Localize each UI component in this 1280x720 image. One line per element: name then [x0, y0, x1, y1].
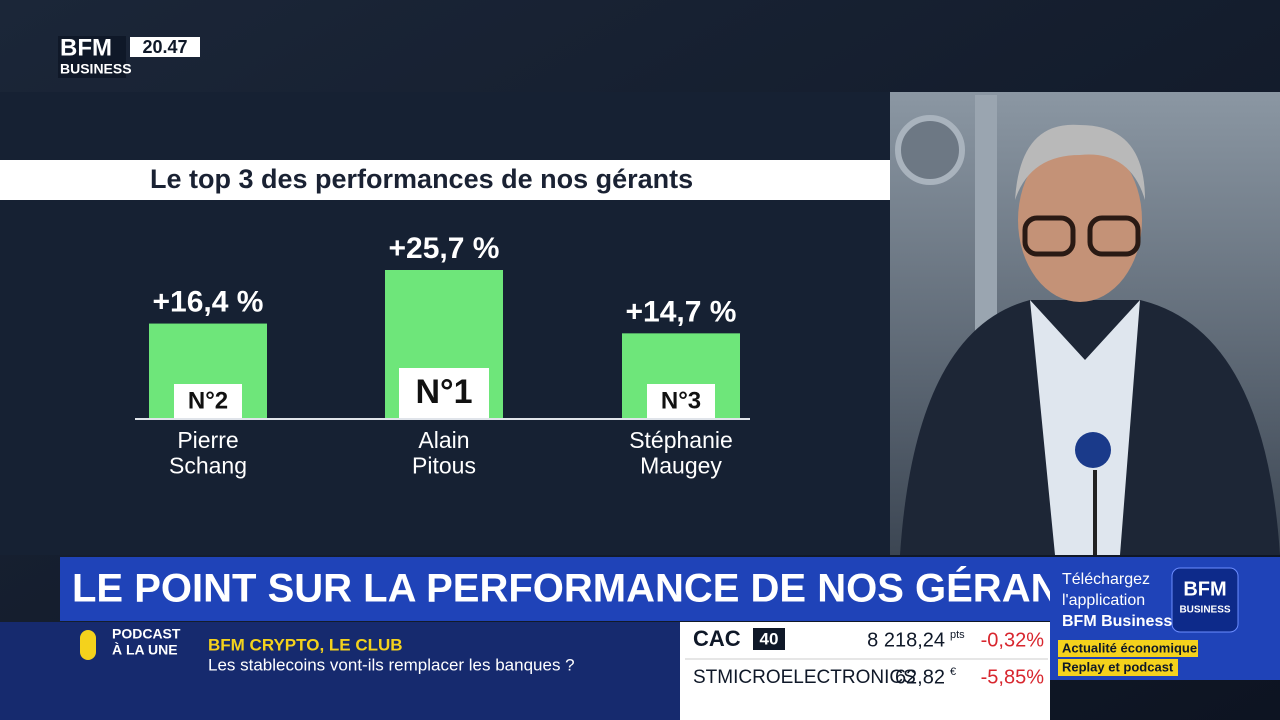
chart-title: Le top 3 des performances de nos gérants [150, 164, 693, 194]
stock-change: -5,85% [981, 666, 1045, 688]
rank-label: N°1 [415, 373, 472, 411]
podcast-label: PODCAST [112, 626, 181, 642]
tag: Replay et podcast [1062, 659, 1174, 674]
stock-box [680, 622, 1050, 720]
headline: LE POINT SUR LA PERFORMANCE DE NOS GÉRAN… [72, 566, 1111, 611]
tag: Actualité économique [1062, 640, 1197, 655]
rank-label: N°3 [661, 387, 701, 414]
value-label: +16,4 % [153, 285, 264, 318]
guest-video [890, 92, 1280, 555]
rank-box [399, 368, 489, 418]
app-logo: BUSINESS [1179, 605, 1230, 616]
category-label: Stéphanie Maugey [629, 427, 733, 478]
headline-band [60, 557, 1050, 621]
promo-line: l'application [1062, 592, 1145, 609]
promo-line: Téléchargez [1062, 571, 1150, 588]
stock-value: 62,82 [895, 666, 945, 688]
logo-bottom: BUSINESS [60, 61, 132, 77]
index-value: 8 218,24 [867, 629, 945, 651]
index-num: 40 [760, 629, 779, 648]
value-label: +25,7 % [389, 232, 500, 265]
title-bar [0, 160, 890, 200]
index-name: CAC [693, 626, 741, 651]
stock-unit: € [950, 666, 956, 678]
value-label: +14,7 % [626, 295, 737, 328]
stock-name: STMICROELECTRONICS [693, 667, 916, 688]
rank-box [647, 384, 715, 418]
category-label: Alain Pitous [412, 427, 476, 478]
logo-box [58, 36, 126, 78]
podcast-show: BFM CRYPTO, LE CLUB [208, 635, 403, 654]
clock-box [130, 37, 200, 57]
index-change: -0,32% [981, 629, 1045, 651]
rank-label: N°2 [188, 387, 228, 414]
category-label: Pierre Schang [169, 427, 247, 478]
promo-line: BFM Business [1062, 613, 1172, 630]
tag-box [1058, 659, 1178, 676]
index-unit: pts [950, 629, 965, 641]
app-logo: BFM [1183, 578, 1226, 600]
index-num-box [753, 628, 785, 650]
chart: +16,4 % N°2 Pierre Schang +25,7 % N°1 Alain Pit… [149, 232, 740, 478]
tag-box [1058, 640, 1198, 657]
podcast-label: À LA UNE [112, 642, 178, 658]
logo-top: BFM [60, 34, 112, 61]
podcast-band [0, 622, 680, 720]
clock: 20.47 [142, 37, 187, 57]
rank-box [174, 384, 242, 418]
mic-icon [80, 630, 96, 660]
app-icon [1171, 567, 1239, 633]
podcast-episode: Les stablecoins vont-ils remplacer les b… [208, 655, 575, 674]
